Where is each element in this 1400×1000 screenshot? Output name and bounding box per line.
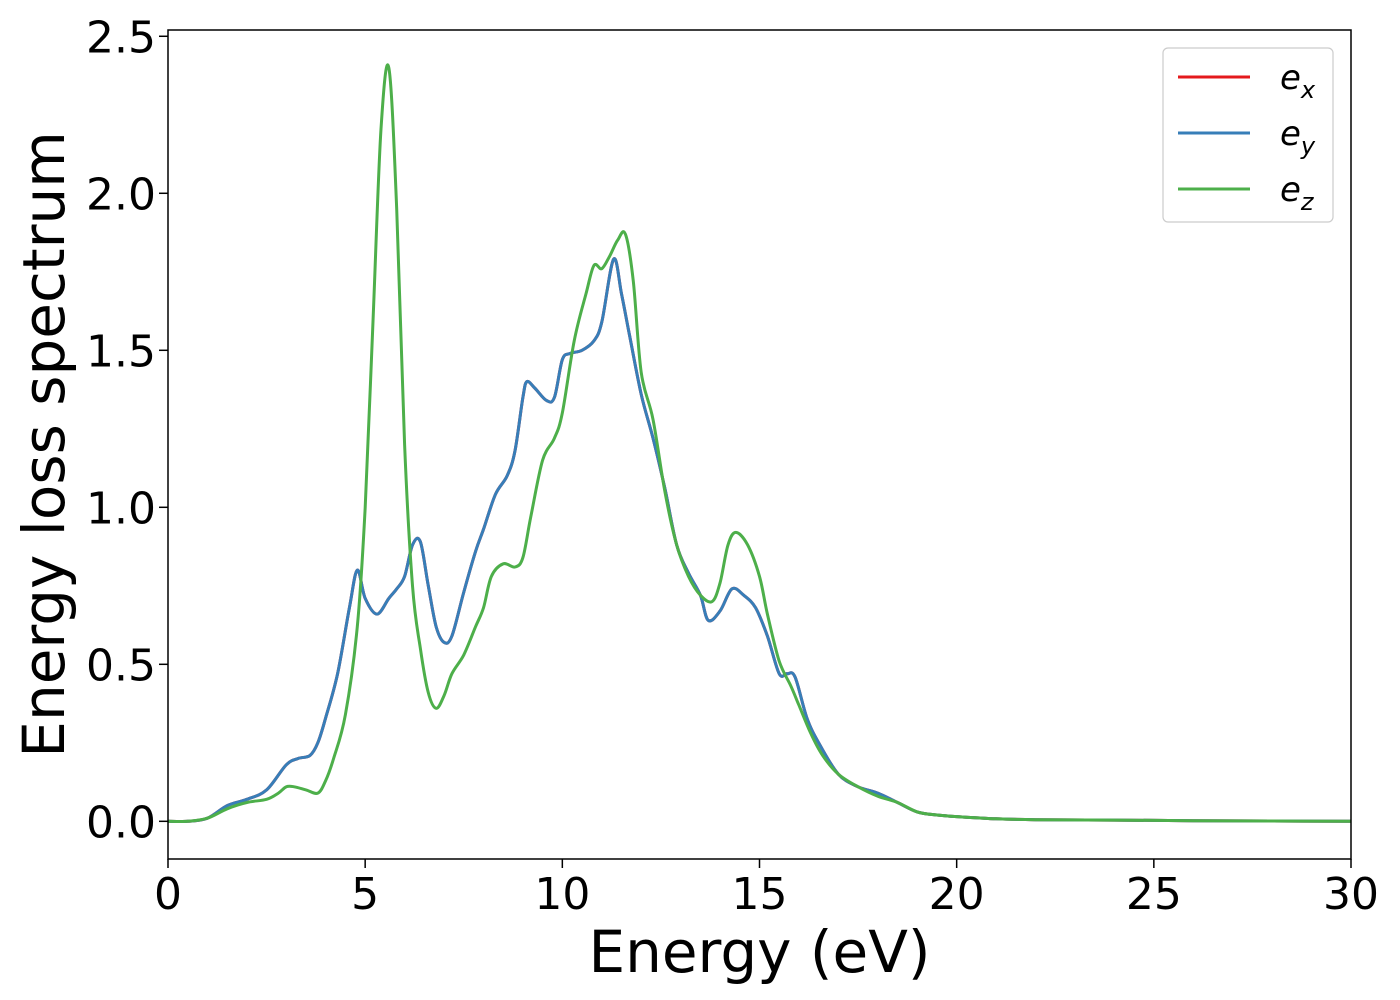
y-tick-label: 1.5 [86, 326, 156, 377]
x-tick-label: 10 [534, 869, 590, 920]
series-line-x [168, 257, 1351, 824]
y-axis: 0.0 0.5 1.0 1.5 2.0 2.5 [86, 12, 168, 848]
x-tick-label: 25 [1126, 869, 1182, 920]
legend-label-x: ex [1280, 58, 1316, 104]
x-tick-label: 0 [154, 869, 182, 920]
legend-box [1162, 47, 1334, 223]
x-tick-label: 20 [929, 869, 985, 920]
series-line-y [168, 257, 1351, 824]
x-axis: 0 5 10 15 20 25 30 [154, 859, 1379, 920]
plot-area [168, 63, 1351, 824]
y-tick-label: 1.0 [86, 483, 156, 534]
y-axis-title: Energy loss spectrum [10, 131, 78, 757]
series-line-z [168, 63, 1351, 824]
legend-label-y: ey [1280, 114, 1316, 160]
legend: ex ey ez [1162, 47, 1334, 223]
x-axis-title: Energy (eV) [588, 918, 930, 986]
y-tick-label: 0.5 [86, 640, 156, 691]
y-tick-label: 0.0 [86, 797, 156, 848]
y-tick-label: 2.5 [86, 12, 156, 63]
y-tick-label: 2.0 [86, 169, 156, 220]
legend-label-z: ez [1280, 170, 1315, 216]
x-tick-label: 5 [351, 869, 379, 920]
x-tick-label: 15 [732, 869, 788, 920]
x-tick-label: 30 [1323, 869, 1379, 920]
